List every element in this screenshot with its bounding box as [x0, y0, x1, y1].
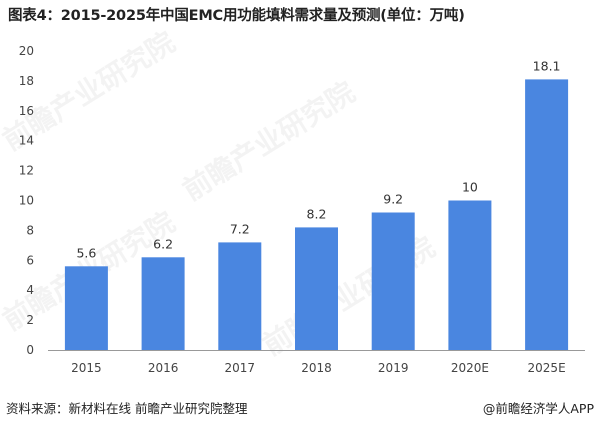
x-tick-label: 2025E	[528, 361, 566, 375]
y-tick-label: 0	[26, 343, 34, 357]
y-axis: 0 2 4 6 8 10 12 14 16 18 20	[19, 44, 34, 357]
footer: 资料来源：新材料在线 前瞻产业研究院整理 @前瞻经济学人APP	[0, 396, 600, 418]
y-tick-label: 14	[19, 134, 34, 148]
chart-title: 图表4：2015-2025年中国EMC用功能填料需求量及预测(单位：万吨)	[8, 8, 465, 24]
x-axis: 2015 2016 2017 2018 2019 2020E 2025E	[71, 361, 566, 375]
y-tick-label: 20	[19, 44, 34, 58]
y-tick-label: 10	[19, 194, 34, 208]
data-label: 10	[462, 180, 478, 195]
y-tick-label: 4	[26, 283, 34, 297]
y-tick-label: 2	[26, 313, 34, 327]
bar	[218, 242, 262, 350]
data-label: 18.1	[533, 58, 561, 73]
data-label: 6.2	[153, 236, 173, 251]
bars	[64, 79, 569, 351]
bar	[525, 79, 569, 351]
bar	[371, 212, 415, 350]
bar	[64, 266, 108, 350]
data-label: 9.2	[383, 192, 403, 207]
x-tick-label: 2020E	[451, 361, 489, 375]
data-label: 8.2	[307, 206, 327, 221]
x-tick-label: 2015	[71, 361, 102, 375]
y-tick-label: 8	[26, 223, 34, 237]
y-tick-label: 12	[19, 164, 34, 178]
data-label: 5.6	[76, 245, 96, 260]
y-tick-label: 6	[26, 253, 34, 267]
y-tick-label: 16	[19, 104, 34, 118]
y-tick-label: 18	[19, 74, 34, 88]
x-tick-label: 2018	[301, 361, 332, 375]
value-labels: 5.6 6.2 7.2 8.2 9.2 10 18.1	[76, 58, 560, 260]
x-tick-label: 2016	[148, 361, 179, 375]
bar	[295, 227, 338, 350]
source-note: 资料来源：新材料在线 前瞻产业研究院整理	[6, 401, 248, 416]
x-tick-label: 2017	[225, 361, 256, 375]
bar	[141, 257, 185, 350]
data-label: 7.2	[230, 221, 250, 236]
x-tick-label: 2019	[378, 361, 409, 375]
brand-credit: @前瞻经济学人APP	[482, 401, 594, 416]
bar	[448, 200, 492, 350]
